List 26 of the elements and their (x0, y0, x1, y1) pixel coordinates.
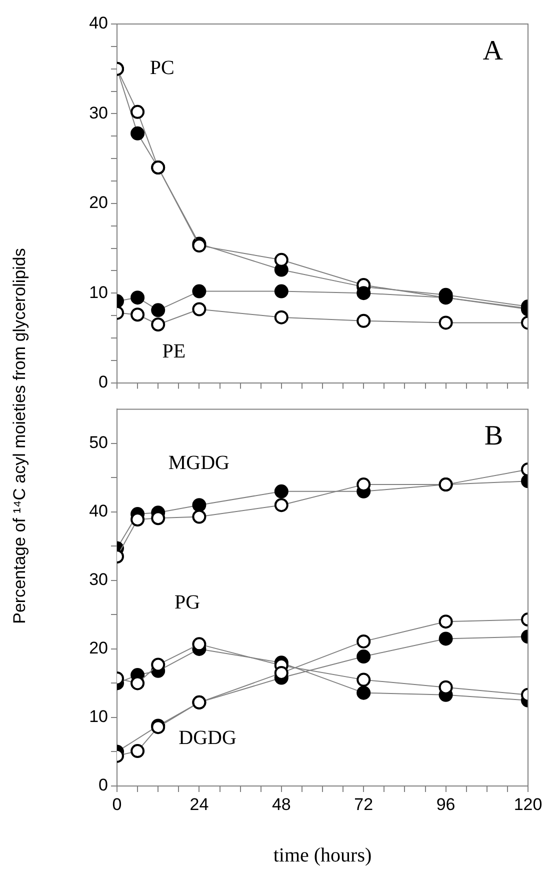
annotation: A (482, 35, 504, 66)
y-tick-label: 30 (89, 103, 108, 122)
annotation: DGDG (178, 727, 236, 750)
y-tick-label: 20 (89, 638, 108, 658)
annotation: PE (162, 340, 186, 363)
y-tick-label: 10 (89, 282, 108, 302)
x-axis-title: time (hours) (273, 844, 372, 866)
x-tick-label: 72 (354, 794, 374, 814)
x-tick-label: 120 (514, 794, 542, 814)
y-tick-label: 20 (89, 193, 108, 212)
y-tick-label: 30 (89, 570, 108, 590)
y-axis-title: Percentage of ¹⁴C acyl moieties from glycerolipids (10, 248, 30, 624)
annotation: MGDG (168, 452, 230, 474)
x-tick-label: 0 (112, 794, 122, 814)
annotation: PG (174, 592, 200, 614)
x-tick-label: 24 (190, 794, 209, 814)
y-tick-label: 50 (89, 433, 108, 452)
x-tick-label: 96 (436, 794, 456, 814)
annotation: PC (150, 57, 174, 80)
y-tick-label: 0 (98, 372, 108, 392)
annotation: B (484, 420, 503, 452)
y-tick-label: 40 (89, 502, 108, 521)
y-tick-label: 40 (89, 14, 108, 33)
y-tick-label: 10 (89, 707, 108, 726)
x-tick-label: 48 (272, 794, 291, 814)
y-tick-label: 0 (98, 776, 108, 795)
